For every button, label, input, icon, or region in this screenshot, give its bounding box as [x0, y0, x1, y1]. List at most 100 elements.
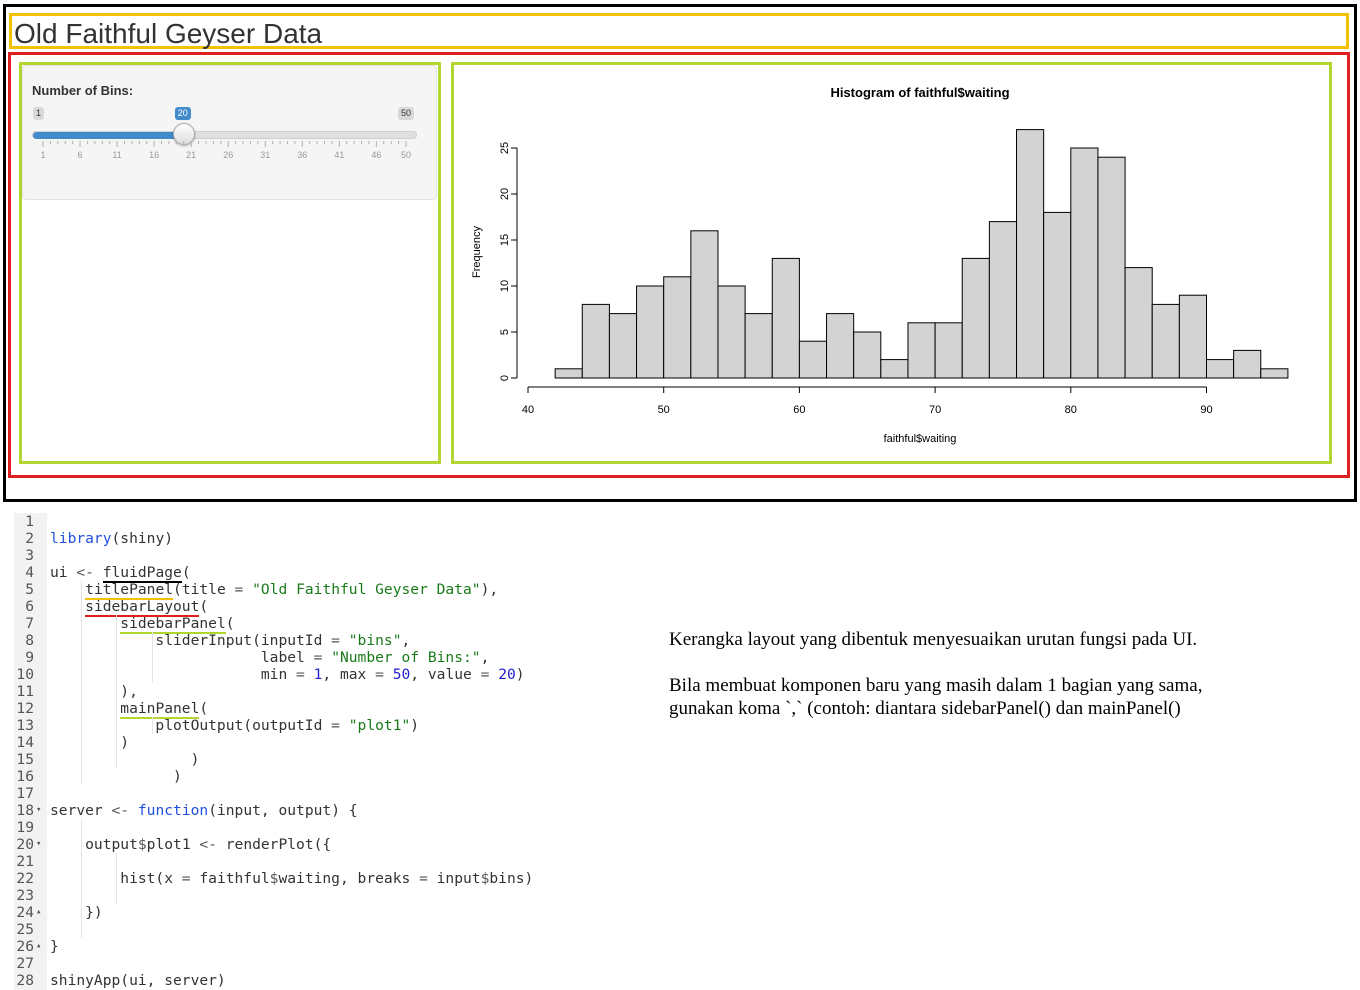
histogram-bar: [880, 359, 909, 379]
y-axis-label: Frequency: [471, 226, 483, 278]
code-text: output$plot1 <- renderPlot({: [50, 836, 332, 853]
histogram-bar: [1206, 359, 1235, 379]
code-text: }: [50, 938, 59, 955]
histogram-bar: [744, 313, 773, 379]
histogram-bar: [1178, 294, 1207, 379]
line-number: 13: [16, 717, 34, 734]
indent-guide: [116, 853, 118, 904]
line-number: 23: [16, 887, 34, 904]
y-tick-label: 10: [499, 280, 511, 292]
line-number: 27: [16, 955, 34, 972]
code-text: sidebarLayout(: [85, 598, 209, 617]
slider-fill: [33, 132, 184, 139]
histogram-bar: [988, 221, 1018, 379]
histogram-bar: [663, 276, 692, 379]
indent-guide: [81, 581, 83, 785]
histogram-bar: [554, 368, 583, 379]
indent-guide: [151, 632, 153, 683]
fold-toggle-icon[interactable]: ▴: [36, 907, 42, 917]
histogram-bar: [636, 285, 665, 379]
code-text: min = 1, max = 50, value = 20): [50, 666, 525, 683]
x-tick-label: 60: [793, 404, 805, 416]
line-number: 1: [25, 513, 34, 530]
code-text: sidebarPanel(: [120, 615, 235, 634]
line-number: 22: [16, 870, 34, 887]
histogram-bar: [961, 257, 990, 379]
histogram-bar: [1151, 303, 1180, 379]
sidebar-panel-outline: [19, 62, 441, 464]
line-number: 24: [16, 904, 34, 921]
histogram-bar: [1260, 368, 1289, 379]
note-paragraph-1: Kerangka layout yang dibentuk menyesuaik…: [669, 629, 1198, 650]
code-text: }): [50, 904, 103, 921]
code-text: mainPanel(: [120, 700, 209, 719]
x-axis-label: faithful$waiting: [884, 433, 957, 445]
slider-track[interactable]: [32, 131, 417, 139]
line-number: 21: [16, 853, 34, 870]
code-text: ): [50, 734, 130, 751]
slider-handle[interactable]: [172, 123, 195, 145]
line-number: 4: [25, 564, 34, 581]
code-gutter: [14, 513, 47, 990]
line-number: 15: [16, 751, 34, 768]
main-panel-outline: [451, 62, 1332, 464]
line-number: 9: [25, 649, 34, 666]
slider-label: Number of Bins:: [32, 83, 134, 98]
code-text: sliderInput(inputId = "bins",: [50, 632, 411, 649]
code-text: server <- function(input, output) {: [50, 802, 358, 819]
code-text: plotOutput(outputId = "plot1"): [50, 717, 420, 734]
line-number: 7: [25, 615, 34, 632]
code-text: library(shiny): [50, 530, 174, 547]
line-number: 25: [16, 921, 34, 938]
line-number: 17: [16, 785, 34, 802]
line-number: 26: [16, 938, 34, 955]
title-panel-outline: [9, 13, 1349, 49]
app-preview-frame: [3, 4, 1357, 502]
code-text: label = "Number of Bins:",: [50, 649, 490, 666]
histogram-bar: [1124, 267, 1153, 379]
line-number: 5: [25, 581, 34, 598]
x-tick-label: 70: [929, 404, 941, 416]
fold-toggle-icon[interactable]: ▾: [36, 805, 42, 815]
code-text: ui <- fluidPage(: [50, 564, 191, 583]
x-tick-label: 80: [1065, 404, 1077, 416]
line-number: 10: [16, 666, 34, 683]
note-paragraph-2-line-2: gunakan koma `,` (contoh: diantara sideb…: [669, 698, 1181, 719]
histogram-bar: [690, 230, 719, 379]
y-tick-label: 15: [499, 234, 511, 246]
code-text: ): [50, 768, 182, 785]
slider-max-badge: 50: [398, 107, 415, 120]
indent-guide: [151, 717, 153, 734]
histogram-bar: [608, 313, 638, 379]
indent-guide: [116, 615, 118, 768]
histogram-bar: [907, 322, 936, 379]
y-tick-label: 25: [499, 142, 511, 154]
line-number: 19: [16, 819, 34, 836]
sidebar-layout-outline: [8, 52, 1350, 478]
code-text: titlePanel(title = "Old Faithful Geyser …: [85, 581, 499, 600]
histogram-bar: [934, 322, 963, 379]
histogram-bar: [1097, 156, 1126, 379]
page-title: Old Faithful Geyser Data: [14, 18, 323, 49]
note-paragraph-2-line-1: Bila membuat komponen baru yang masih da…: [669, 675, 1203, 696]
indent-guide: [81, 819, 83, 938]
code-text: ),: [50, 683, 138, 700]
x-tick-label: 40: [522, 404, 534, 416]
histogram-bar: [826, 313, 855, 379]
y-tick-label: 20: [499, 188, 511, 200]
slider-min-badge: 1: [33, 107, 45, 120]
histogram-bar: [771, 257, 800, 379]
code-text: ): [50, 751, 200, 768]
line-number: 6: [25, 598, 34, 615]
code-text: hist(x = faithful$waiting, breaks = inpu…: [120, 870, 534, 887]
line-number: 12: [16, 700, 34, 717]
histogram-bar: [1016, 129, 1045, 379]
x-tick-label: 90: [1200, 404, 1212, 416]
fold-toggle-icon[interactable]: ▾: [36, 839, 42, 849]
histogram-bar: [581, 303, 610, 379]
histogram-bar: [853, 331, 882, 379]
slider-value-badge: 20: [174, 107, 191, 120]
line-number: 3: [25, 547, 34, 564]
fold-toggle-icon[interactable]: ▴: [36, 941, 42, 951]
